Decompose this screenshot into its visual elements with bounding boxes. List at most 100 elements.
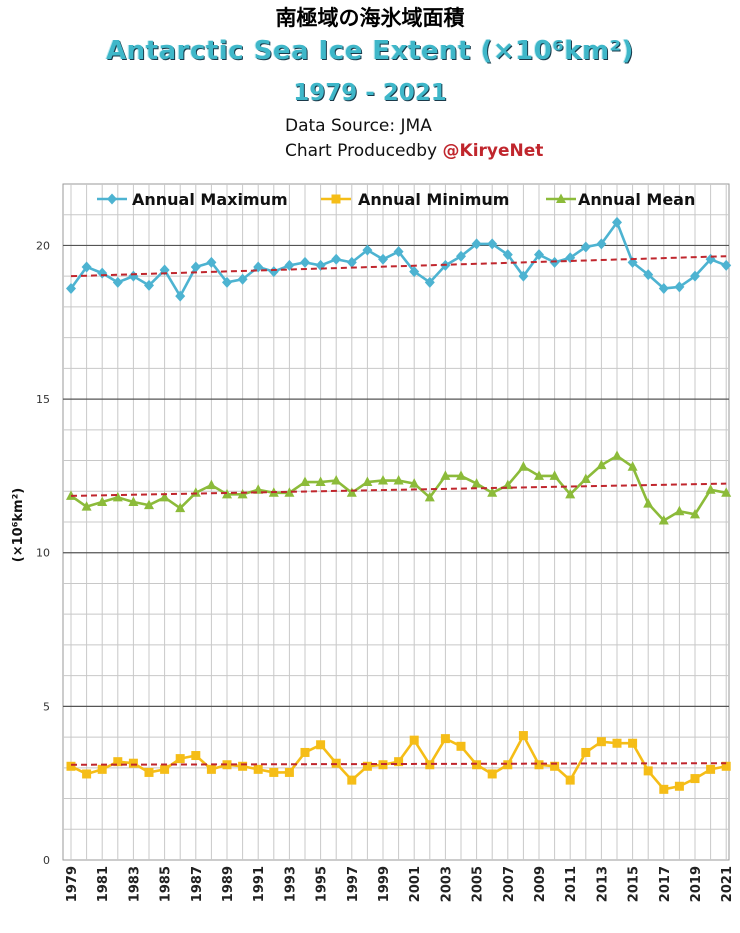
marker-square xyxy=(503,760,513,770)
x-tick-label: 2003 xyxy=(439,866,454,902)
title-en: Antarctic Sea Ice Extent (×10⁶km²) xyxy=(106,36,634,66)
x-tick-label: 2021 xyxy=(720,866,735,902)
legend: Annual Maximum Annual Minimum Annual Mean xyxy=(97,190,695,209)
marker-triangle xyxy=(284,487,295,497)
marker-square xyxy=(440,734,450,744)
marker-diamond xyxy=(502,249,513,261)
marker-square xyxy=(144,767,154,777)
marker-triangle xyxy=(643,498,654,508)
x-tick-label: 1989 xyxy=(221,866,236,902)
x-tick-label: 2017 xyxy=(658,866,673,902)
marker-square xyxy=(113,757,123,767)
author-handle: @KiryeNet xyxy=(442,141,544,161)
marker-square xyxy=(518,731,528,741)
x-tick-label: 1999 xyxy=(377,866,392,902)
marker-triangle xyxy=(518,461,529,471)
marker-square xyxy=(191,751,201,761)
marker-square xyxy=(425,760,435,770)
marker-triangle xyxy=(565,488,576,499)
marker-diamond xyxy=(487,238,498,250)
x-tick-label: 2015 xyxy=(627,866,642,902)
marker-square xyxy=(269,767,279,777)
marker-triangle xyxy=(596,459,607,470)
marker-diamond xyxy=(300,256,310,268)
marker-diamond xyxy=(409,266,420,278)
marker-diamond xyxy=(518,270,529,282)
title-jp: 南極域の海氷域面積 xyxy=(275,6,465,30)
marker-diamond xyxy=(612,216,622,228)
x-tick-label: 2009 xyxy=(533,866,548,902)
marker-diamond xyxy=(393,246,404,258)
marker-square xyxy=(300,747,310,757)
marker-triangle xyxy=(81,501,92,511)
marker-square xyxy=(331,194,341,204)
marker-triangle xyxy=(409,478,420,488)
marker-square xyxy=(690,774,700,784)
marker-square xyxy=(534,760,544,770)
marker-diamond xyxy=(190,261,201,273)
marker-square xyxy=(581,747,591,757)
marker-square xyxy=(409,735,419,745)
marker-square xyxy=(659,784,669,794)
marker-square xyxy=(394,757,404,767)
marker-diamond xyxy=(534,249,544,261)
legend-item: Annual Mean xyxy=(546,190,695,209)
marker-triangle xyxy=(549,470,560,480)
x-tick-label: 2019 xyxy=(689,866,704,902)
marker-triangle xyxy=(144,499,154,510)
x-tick-label: 2011 xyxy=(564,866,579,902)
marker-square xyxy=(206,764,216,774)
series-annual-maximum xyxy=(66,216,732,302)
marker-diamond xyxy=(658,282,669,294)
marker-diamond xyxy=(284,259,295,271)
x-tick-label: 1993 xyxy=(283,866,298,902)
marker-triangle xyxy=(456,470,466,480)
marker-square xyxy=(362,761,372,771)
legend-label: Annual Maximum xyxy=(132,190,288,209)
legend-item: Annual Maximum xyxy=(97,190,288,209)
marker-triangle xyxy=(556,193,566,203)
marker-square xyxy=(253,764,263,774)
marker-diamond xyxy=(471,238,482,250)
marker-triangle xyxy=(300,476,310,487)
marker-square xyxy=(66,761,76,771)
x-tick-label: 1995 xyxy=(315,866,330,902)
marker-triangle xyxy=(206,479,217,490)
marker-square xyxy=(612,738,622,748)
marker-triangle xyxy=(424,491,435,502)
marker-square xyxy=(284,767,294,777)
marker-square xyxy=(487,769,497,779)
legend-item: Annual Minimum xyxy=(321,190,509,209)
marker-square xyxy=(596,737,606,747)
marker-square xyxy=(674,781,684,791)
marker-diamond xyxy=(596,238,607,250)
marker-diamond xyxy=(206,256,217,268)
marker-triangle xyxy=(159,491,170,502)
x-tick-label: 1997 xyxy=(346,866,361,902)
legend-label: Annual Mean xyxy=(578,190,695,209)
marker-diamond xyxy=(674,281,685,293)
x-tick-label: 1979 xyxy=(65,866,80,902)
y-tick-label: 20 xyxy=(36,239,50,252)
marker-diamond xyxy=(643,269,654,281)
marker-square xyxy=(628,738,638,748)
x-tick-label: 1981 xyxy=(96,866,111,902)
marker-triangle xyxy=(471,478,482,488)
y-axis-label: (×10⁶km²) xyxy=(11,488,26,562)
x-tick-label: 1983 xyxy=(127,866,142,902)
marker-diamond xyxy=(721,259,732,271)
marker-square xyxy=(565,775,575,785)
marker-diamond xyxy=(331,253,342,265)
marker-square xyxy=(97,764,107,774)
marker-triangle xyxy=(612,450,622,460)
marker-diamond xyxy=(424,276,435,288)
horizontal-gridlines xyxy=(63,214,729,830)
produced-by: Chart Producedby @KiryeNet xyxy=(285,141,543,161)
marker-triangle xyxy=(346,487,357,497)
marker-triangle xyxy=(315,476,326,487)
x-tick-label: 2005 xyxy=(471,866,486,902)
produced-label: Chart Producedby xyxy=(285,141,443,161)
marker-diamond xyxy=(222,276,232,288)
marker-diamond xyxy=(268,266,279,278)
